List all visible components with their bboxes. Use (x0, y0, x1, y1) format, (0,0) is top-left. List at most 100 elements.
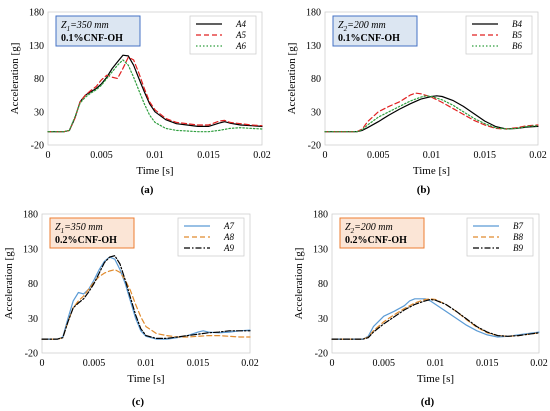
x-tick-label: 0.015 (476, 358, 499, 369)
x-tick-label: 0.015 (187, 358, 210, 369)
y-tick-label: 30 (34, 107, 44, 118)
series-line-b6 (324, 95, 539, 133)
x-tick-label: 0.005 (83, 358, 106, 369)
x-tick-label: 0.01 (423, 150, 441, 161)
y-tick-label: 130 (29, 41, 44, 52)
y-axis-label: Acceleration [g] (286, 43, 298, 115)
chart-panel-2: -20 30 80 130 180 0 0.005 0.01 0.015 0.02 Time [s]… (286, 8, 547, 197)
material-label: 0.2%CNF-OH (345, 235, 407, 246)
height-value: =200 mm (347, 20, 386, 31)
x-tick-label: 0 (46, 150, 51, 161)
y-tick-label: 80 (34, 74, 44, 85)
height-subscript: 2 (344, 25, 348, 33)
height-symbol: Z (338, 20, 344, 31)
series-line-b7 (331, 298, 540, 340)
plot-area (41, 213, 251, 354)
x-axis-label: Time [s] (413, 165, 450, 177)
condition-box-bg (49, 217, 135, 249)
y-axis-label: Acceleration [g] (9, 43, 21, 115)
legend-entry: B7 (513, 221, 523, 231)
panel-caption: (b) (417, 184, 431, 196)
legend-entry: B4 (512, 19, 522, 29)
drop-height-label: Z1=350 mm (61, 20, 109, 33)
panel-caption: (c) (132, 396, 145, 408)
condition-box-bg (55, 15, 141, 47)
height-symbol: Z (55, 222, 61, 233)
y-tick-label: 80 (311, 74, 321, 85)
x-tick-label: 0.02 (530, 358, 548, 369)
legend-entry: A5 (235, 30, 246, 40)
material-label: 0.1%CNF-OH (338, 33, 400, 44)
height-subscript: 1 (67, 25, 71, 33)
x-tick-label: 0.01 (137, 358, 155, 369)
x-axis-label: Time [s] (417, 373, 454, 385)
material-label: 0.2%CNF-OH (55, 235, 117, 246)
legend-entry: B9 (513, 243, 523, 253)
x-tick-label: 0.015 (197, 150, 220, 161)
legend-entry: A6 (235, 41, 246, 51)
series-line-b9 (331, 298, 540, 340)
legend-entry: A9 (223, 243, 234, 253)
y-tick-label: 130 (306, 41, 321, 52)
panel-caption: (d) (421, 396, 435, 408)
y-tick-label: -20 (315, 349, 328, 360)
x-tick-label: 0 (40, 358, 45, 369)
condition-box: Z1=350 mm0.2%CNF-OH (49, 217, 135, 249)
x-axis-label: Time [s] (127, 373, 164, 385)
legend-entry: B5 (512, 30, 522, 40)
condition-box-bg (332, 15, 418, 47)
drop-height-label: Z1=350 mm (55, 222, 103, 235)
plot-area (324, 11, 539, 146)
height-symbol: Z (345, 222, 351, 233)
x-axis-label: Time [s] (136, 165, 173, 177)
height-value: =350 mm (64, 222, 103, 233)
plot-area (47, 11, 263, 146)
chart-panel-1: -20 30 80 130 180 0 0.005 0.01 0.015 0.02 Time [s]… (9, 8, 271, 197)
panel-caption: (a) (141, 184, 154, 196)
x-tick-label: 0.01 (146, 150, 164, 161)
height-subscript: 2 (351, 227, 355, 235)
drop-height-label: Z2=200 mm (338, 20, 386, 33)
x-tick-label: 0.005 (90, 150, 113, 161)
y-tick-label: -20 (31, 141, 44, 152)
plot-area (331, 213, 540, 354)
y-tick-label: 30 (318, 314, 328, 325)
series-line-b5 (324, 92, 539, 133)
y-axis-label: Acceleration [g] (3, 248, 15, 320)
legend-entry: A8 (223, 232, 234, 242)
legend-entry: A7 (223, 221, 234, 231)
x-tick-label: 0.015 (474, 150, 497, 161)
material-label: 0.1%CNF-OH (61, 33, 123, 44)
series-line-b8 (331, 298, 540, 340)
condition-box: Z2=200 mm0.1%CNF-OH (332, 15, 418, 47)
y-axis-label: Acceleration [g] (293, 248, 305, 320)
x-tick-label: 0 (330, 358, 335, 369)
chart-panel-4: -20 30 80 130 180 0 0.005 0.01 0.015 0.02 Time [s]… (293, 210, 548, 409)
series-line-a8 (41, 269, 251, 340)
series-line-a4 (47, 54, 263, 133)
x-tick-label: 0.01 (427, 358, 445, 369)
series-line-a6 (47, 59, 263, 133)
y-tick-label: 80 (28, 279, 38, 290)
height-subscript: 1 (61, 227, 65, 235)
y-tick-label: -20 (308, 141, 321, 152)
x-tick-label: 0 (323, 150, 328, 161)
series-line-b4 (324, 95, 539, 133)
chart-panel-3: -20 30 80 130 180 0 0.005 0.01 0.015 0.02 Time [s]… (3, 210, 259, 409)
condition-box-bg (339, 217, 425, 249)
height-value: =350 mm (70, 20, 109, 31)
x-tick-label: 0.02 (241, 358, 259, 369)
legend-entry: B6 (512, 41, 522, 51)
y-tick-label: 30 (311, 107, 321, 118)
x-tick-label: 0.02 (253, 150, 271, 161)
y-tick-label: 130 (23, 244, 38, 255)
y-tick-label: -20 (25, 349, 38, 360)
series-line-a9 (41, 255, 251, 340)
y-tick-label: 180 (23, 210, 38, 221)
y-tick-label: 130 (313, 244, 328, 255)
height-symbol: Z (61, 20, 67, 31)
